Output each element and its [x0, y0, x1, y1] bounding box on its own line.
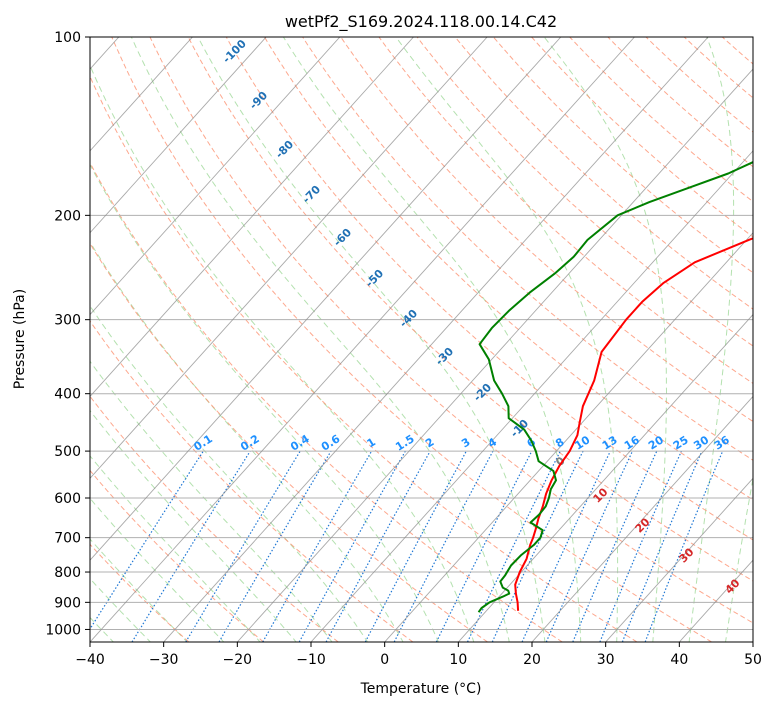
x-tick-label: −40: [75, 652, 105, 668]
x-tick-label: −20: [223, 652, 253, 668]
moist-adiabat-line: [90, 241, 404, 642]
isotherm-line: [384, 232, 753, 642]
isotherm-line: [90, 37, 267, 234]
x-tick-label: 0: [380, 652, 389, 668]
isotherm-line: [457, 313, 753, 642]
dry-adiabat-line: [90, 469, 264, 642]
temperature-series-line: [514, 237, 753, 611]
y-tick-label: 500: [54, 444, 81, 460]
x-tick-label: 40: [670, 652, 688, 668]
dry-adiabat-line: [149, 37, 753, 624]
mixing-ratio-line: [393, 450, 494, 642]
chart-title: wetPf2_S169.2024.118.00.14.C42: [285, 12, 557, 32]
moist-adiabat-line: [543, 37, 667, 642]
y-tick-label: 200: [54, 208, 81, 224]
mixing-ratio-line: [325, 450, 431, 642]
isotherm-line: [605, 477, 753, 642]
isotherm-line: [90, 37, 193, 152]
dry-adiabat-line: [416, 37, 753, 347]
isotherm-line: [310, 150, 753, 642]
mixing-ratio-line: [298, 450, 406, 642]
y-tick-label: 1000: [45, 622, 81, 638]
mixing-ratio-line: [644, 450, 724, 642]
moist-adiabat-line: [130, 37, 510, 642]
mixing-ratio-line: [364, 450, 467, 642]
isotherm-grid: [90, 37, 753, 642]
mixing-ratio-line: [599, 450, 682, 642]
x-tick-label: 50: [744, 652, 762, 668]
dry-adiabat-line: [90, 242, 488, 642]
isotherm-line: [163, 37, 709, 642]
x-tick-label: 20: [523, 652, 541, 668]
dry-adiabat-line: [187, 37, 753, 582]
moist-adiabat-line: [90, 360, 333, 642]
y-tick-label: 300: [54, 313, 81, 329]
isotherm-line: [90, 37, 635, 642]
isobar-grid: [90, 37, 753, 630]
mixing-ratio-line: [572, 450, 658, 642]
moist-adiabat-line: [724, 476, 753, 642]
dry-adiabats: [90, 37, 753, 642]
x-tick-label: 10: [449, 652, 467, 668]
y-tick-label: 600: [54, 491, 81, 507]
moist-adiabat-line: [197, 37, 546, 642]
isotherm-line: [531, 395, 753, 642]
series-lines: [477, 160, 753, 613]
moist-adiabat-line: [90, 64, 475, 642]
dewpoint-series-line: [477, 160, 753, 613]
x-tick-label: 30: [597, 652, 615, 668]
y-axis-ticks: 1000 900 800 700 600 500 400 300 200 100: [45, 30, 90, 638]
x-tick-label: −30: [149, 652, 179, 668]
moist-adiabat-line: [90, 455, 261, 642]
moist-adiabat-line: [282, 37, 582, 642]
dry-adiabat-line: [493, 37, 753, 274]
dry-adiabat-line: [90, 320, 414, 642]
dry-adiabat-line: [90, 161, 563, 642]
y-tick-label: 700: [54, 531, 81, 547]
isotherm-line: [90, 37, 488, 479]
dry-adiabat-line: [264, 37, 753, 501]
mixing-ratio-line: [435, 450, 533, 642]
y-tick-label: 100: [54, 30, 81, 46]
dry-adiabat-line: [90, 75, 638, 642]
x-tick-label: −10: [296, 652, 326, 668]
isotherm-line: [236, 68, 753, 642]
dry-adiabat-line: [111, 37, 712, 642]
x-axis-label: Temperature (°C): [360, 681, 482, 697]
dry-adiabat-line: [90, 395, 339, 642]
moist-adiabats: [90, 37, 753, 642]
y-tick-label: 900: [54, 595, 81, 611]
dry-adiabat-line: [225, 37, 753, 541]
moist-adiabat-line: [90, 163, 439, 642]
plot-frame: [89, 36, 754, 643]
isotherm-line: [90, 37, 341, 316]
dry-adiabat-line: [378, 37, 753, 385]
moist-adiabat-line: [688, 37, 735, 642]
mixing-ratio-line: [131, 450, 251, 642]
isotherm-line: [90, 37, 562, 561]
y-tick-label: 800: [54, 565, 81, 581]
y-tick-label: 400: [54, 387, 81, 403]
mixing-ratio-line: [185, 450, 301, 642]
y-axis-label: Pressure (hPa): [12, 289, 28, 389]
dry-adiabat-line: [569, 37, 753, 203]
mixing-ratio-lines: [90, 450, 724, 642]
mixing-ratio-line: [521, 450, 611, 642]
mixing-ratio-line: [90, 450, 204, 631]
mixing-ratio-line: [491, 450, 584, 642]
isotherm-line: [90, 37, 414, 398]
mixing-ratio-line: [545, 450, 634, 642]
mixing-ratio-line: [621, 450, 703, 642]
x-axis-ticks: −40 −30 −20 −10 0 10 20 30 40 50: [75, 642, 762, 668]
moist-adiabat-line: [90, 305, 369, 642]
